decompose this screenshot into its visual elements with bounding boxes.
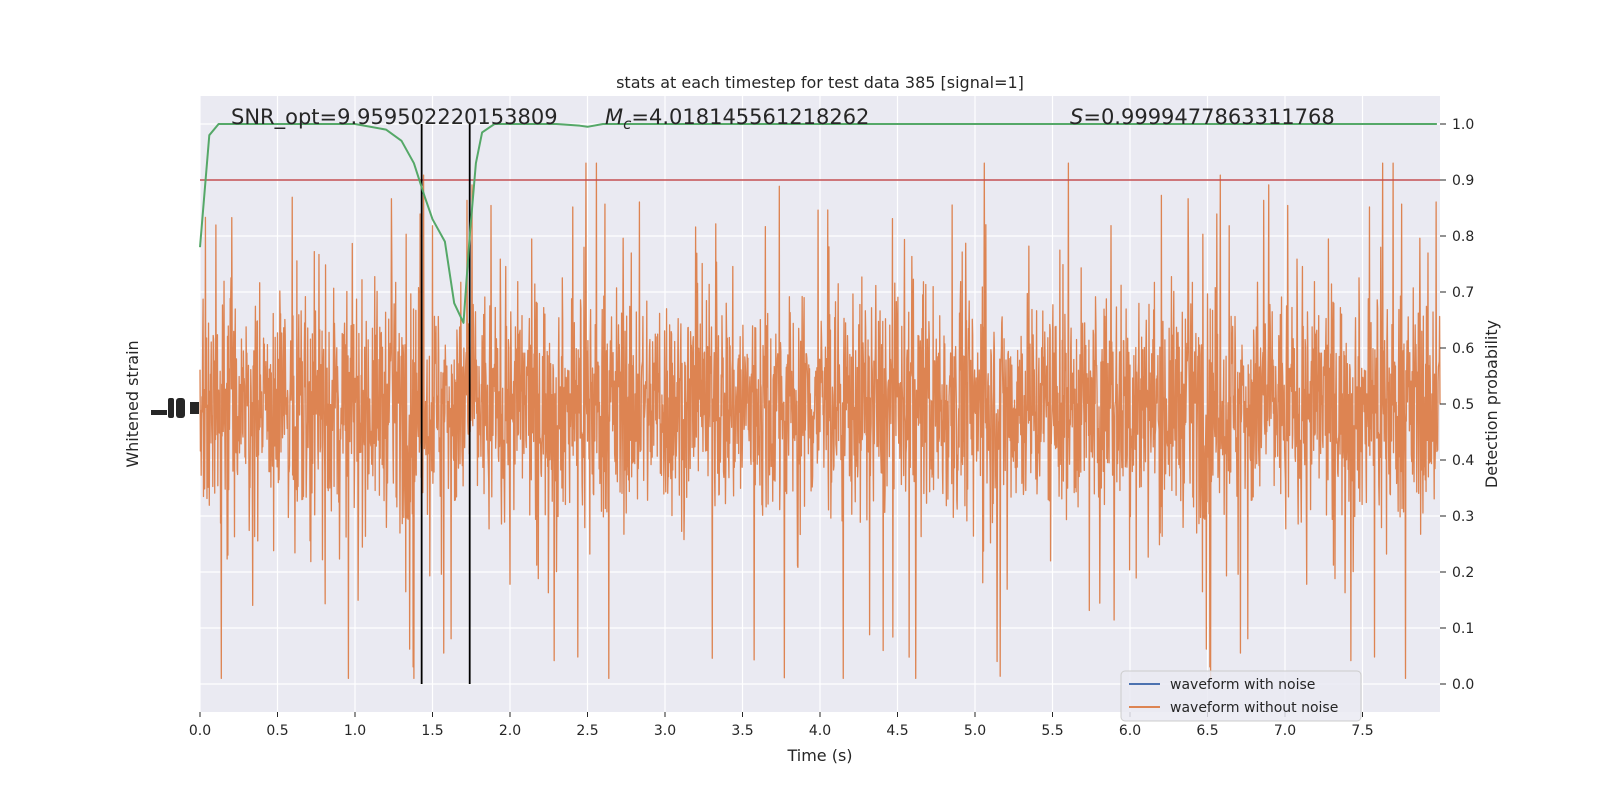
legend-label-without-noise: waveform without noise: [1170, 700, 1338, 716]
snr-annotation: SNR_opt=9.959502220153809: [231, 105, 558, 130]
waveform-without-noise-line: [199, 162, 1441, 680]
x-tick-label: 2.5: [576, 723, 598, 739]
x-tick-label: 1.0: [344, 723, 366, 739]
chirp-mass-value: =4.018145561218262: [631, 105, 869, 129]
x-tick-label: 2.0: [499, 723, 521, 739]
x-axis-label: Time (s): [786, 746, 852, 765]
s-symbol: S: [1070, 105, 1083, 129]
x-tick-label: 3.5: [731, 723, 753, 739]
y-axis-label-left: Whitened strain: [123, 340, 142, 467]
y-tick-label-right: 0.3: [1452, 509, 1474, 525]
y-tick-label-right: 1.0: [1452, 117, 1474, 133]
detection-probability-series: [199, 123, 1440, 684]
x-tick-label: 7.5: [1351, 723, 1373, 739]
s-annotation: S=0.9999477863311768: [1070, 105, 1335, 129]
legend-box: [1120, 670, 1362, 722]
x-tick-label: 5.0: [964, 723, 986, 739]
legend: waveform with noise waveform without noi…: [1120, 670, 1362, 722]
y-axis-label-right: Detection probability: [1482, 320, 1501, 488]
legend-label-with-noise: waveform with noise: [1170, 677, 1315, 693]
axis-ticks: 0.0 0.5 1.0 1.5 2.0 2.5 3.0 3.5 4.0 4.5 5.0 5.5 6.0 6…: [189, 117, 1474, 739]
y-tick-label-right: 0.2: [1452, 565, 1474, 581]
chirp-mass-annotation: Mc=4.018145561218262: [605, 105, 869, 133]
detection-probability-line: [199, 123, 1437, 324]
x-tick-label: 5.5: [1041, 723, 1063, 739]
chirp-mass-symbol: M: [605, 105, 623, 129]
y-tick-label-right: 0.8: [1452, 229, 1474, 245]
x-tick-label: 4.0: [809, 723, 831, 739]
y-tick-label-right: 0.1: [1452, 621, 1474, 637]
waveform-without-noise-series: [199, 162, 1441, 680]
s-value: =0.9999477863311768: [1083, 105, 1334, 129]
x-tick-label: 7.0: [1274, 723, 1296, 739]
left-axis-overlapped-ticks: [151, 398, 199, 418]
y-tick-label-right: 0.4: [1452, 453, 1474, 469]
x-tick-label: 0.5: [266, 723, 288, 739]
y-tick-label-right: 0.0: [1452, 677, 1474, 693]
x-tick-label: 0.0: [189, 723, 211, 739]
y-tick-label-right: 0.6: [1452, 341, 1474, 357]
y-tick-label-right: 0.7: [1452, 285, 1474, 301]
x-tick-label: 4.5: [886, 723, 908, 739]
x-tick-label: 3.0: [654, 723, 676, 739]
x-tick-label: 6.5: [1196, 723, 1218, 739]
y-tick-label-right: 0.5: [1452, 397, 1474, 413]
y-tick-label-right: 0.9: [1452, 173, 1474, 189]
chart-title: stats at each timestep for test data 385…: [616, 73, 1024, 92]
x-tick-label: 1.5: [421, 723, 443, 739]
chirp-mass-subscript: c: [623, 115, 632, 133]
x-tick-label: 6.0: [1119, 723, 1141, 739]
